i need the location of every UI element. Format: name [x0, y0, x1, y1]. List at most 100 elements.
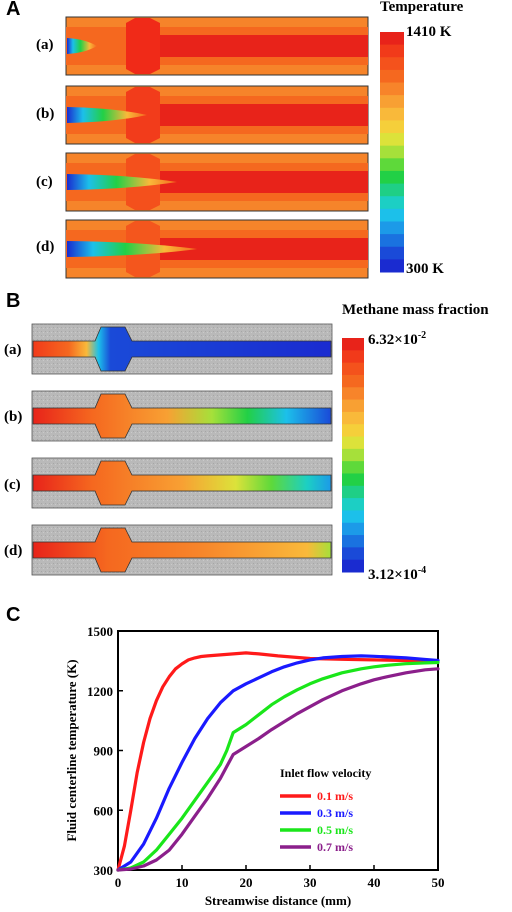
- colorbar-swatch: [342, 436, 364, 450]
- methane-channel-2: [31, 390, 333, 442]
- x-tick-label: 40: [368, 875, 381, 890]
- colorbar-swatch: [342, 535, 364, 548]
- row-label-a: (a): [4, 342, 22, 358]
- cold-inlet-jet: [67, 107, 147, 123]
- temperature-line-chart: 0 10 20 30 40 50 300 600 900 1200 1500 Streamwise d…: [64, 624, 445, 908]
- methane-fluid-region: [32, 460, 332, 506]
- temperature-colorbar-title: Temperature: [380, 0, 464, 15]
- panel-b-letter: B: [6, 290, 21, 312]
- colorbar-swatch: [380, 170, 404, 185]
- colorbar-swatch: [380, 44, 404, 58]
- colorbar-swatch: [342, 448, 364, 462]
- colorbar-swatch: [342, 411, 364, 425]
- temperature-channel-2: [65, 85, 369, 145]
- colorbar-swatch: [342, 498, 364, 511]
- x-tick-label: 10: [176, 875, 189, 890]
- temperature-contour-panel: [65, 16, 404, 279]
- colorbar-swatch: [380, 107, 404, 121]
- colorbar-swatch: [380, 234, 404, 248]
- legend-title: Inlet flow velocity: [280, 766, 371, 780]
- colorbar-swatch: [380, 120, 404, 134]
- series-line-2: [116, 654, 440, 872]
- colorbar-swatch: [380, 208, 404, 222]
- colorbar-swatch: [342, 510, 364, 524]
- row-label-d: (d): [4, 543, 23, 559]
- colorbar-swatch: [380, 145, 404, 159]
- y-tick-label: 1500: [87, 624, 113, 639]
- row-label-d: (d): [36, 239, 55, 255]
- methane-colorbar-max: 6.32×10-2: [368, 330, 427, 348]
- cold-inlet-jet: [67, 174, 177, 190]
- panel-a-letter: A: [6, 0, 21, 20]
- colorbar-swatch: [380, 82, 404, 96]
- colorbar-swatch: [380, 133, 404, 147]
- methane-fluid-region: [32, 326, 332, 372]
- cold-inlet-jet: [67, 241, 197, 257]
- temperature-colorbar-min: 300 K: [406, 261, 444, 277]
- chamber-hot-zone: [126, 18, 160, 74]
- panel-c-letter: C: [6, 604, 21, 626]
- legend-label: 0.5 m/s: [317, 823, 353, 837]
- colorbar-swatch: [380, 246, 404, 260]
- colorbar-swatch: [342, 350, 364, 364]
- temperature-colorbar-max: 1410 K: [406, 24, 452, 40]
- colorbar-swatch: [342, 473, 364, 487]
- methane-channel-3: [31, 457, 333, 509]
- colorbar-swatch: [380, 259, 404, 273]
- cold-inlet-jet: [67, 38, 97, 54]
- colorbar-swatch: [342, 399, 364, 413]
- x-tick-label: 20: [240, 875, 253, 890]
- x-tick-label: 30: [304, 875, 317, 890]
- colorbar-swatch: [342, 522, 364, 536]
- colorbar-swatch: [342, 387, 364, 401]
- series-line-3: [116, 660, 440, 872]
- row-label-b: (b): [36, 106, 55, 122]
- colorbar-swatch: [342, 424, 364, 438]
- row-label-a: (a): [36, 37, 54, 53]
- x-tick-label: 50: [432, 875, 445, 890]
- row-label-c: (c): [4, 477, 21, 493]
- colorbar-swatch: [342, 559, 364, 573]
- legend-label: 0.1 m/s: [317, 789, 353, 803]
- colorbar-swatch: [380, 196, 404, 210]
- colorbar-swatch: [380, 221, 404, 235]
- colorbar-swatch: [380, 183, 404, 197]
- colorbar-swatch: [342, 547, 364, 561]
- colorbar-swatch: [380, 158, 404, 172]
- temperature-colorbar: [380, 32, 404, 273]
- colorbar-swatch: [342, 362, 364, 376]
- row-label-b: (b): [4, 409, 23, 425]
- y-tick-label: 600: [94, 803, 114, 818]
- temperature-channel-1: [65, 16, 369, 76]
- colorbar-swatch: [342, 485, 364, 499]
- colorbar-swatch: [380, 32, 404, 46]
- methane-colorbar: [342, 338, 364, 573]
- temperature-channel-4: [65, 219, 369, 279]
- methane-colorbar-title: Methane mass fraction: [342, 302, 489, 318]
- plot-frame: [117, 630, 439, 871]
- temperature-channel-3: [65, 152, 369, 212]
- centerline-hot-zone: [160, 35, 368, 57]
- colorbar-swatch: [342, 461, 364, 474]
- methane-contour-panel: [31, 323, 364, 576]
- methane-channel-1: [31, 323, 333, 375]
- methane-fluid-region: [32, 527, 332, 573]
- centerline-hot-zone: [160, 238, 368, 260]
- x-tick-label: 0: [115, 875, 122, 890]
- x-axis-label: Streamwise distance (mm): [205, 893, 351, 908]
- legend-label: 0.7 m/s: [317, 840, 353, 854]
- y-tick-label: 900: [94, 744, 114, 759]
- y-tick-label: 1200: [87, 684, 113, 699]
- y-tick-label: 300: [94, 863, 114, 878]
- row-label-c: (c): [36, 174, 53, 190]
- colorbar-swatch: [380, 57, 404, 71]
- legend-label: 0.3 m/s: [317, 806, 353, 820]
- centerline-hot-zone: [160, 104, 368, 126]
- centerline-hot-zone: [160, 171, 368, 193]
- methane-fluid-region: [32, 393, 332, 439]
- methane-channel-4: [31, 524, 333, 576]
- series-line-4: [116, 667, 440, 872]
- colorbar-swatch: [342, 338, 364, 351]
- y-axis-label: Fluid centerline temperature (K): [64, 659, 79, 841]
- colorbar-swatch: [380, 69, 404, 84]
